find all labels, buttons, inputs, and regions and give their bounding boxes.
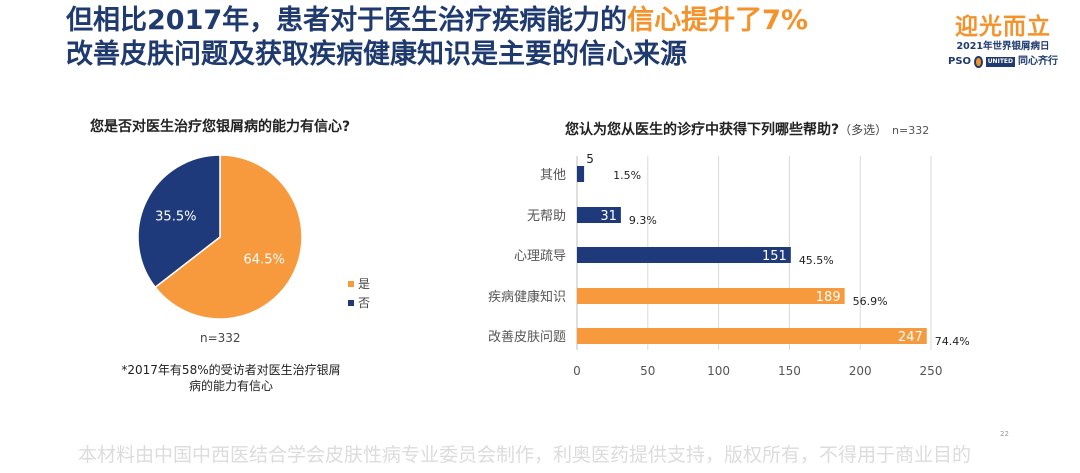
bar-question-text: 您认为您从医生的诊疗中获得下列哪些帮助? (565, 122, 840, 138)
category-label-1: 无帮助 (527, 209, 566, 224)
pie-label-1: 35.5% (155, 209, 196, 224)
legend-item-yes: 是 (348, 275, 370, 292)
value-label-0: 5 (586, 152, 594, 166)
pie-slice-1 (137, 154, 221, 289)
percent-label-1: 9.3% (629, 214, 657, 227)
bar-question: 您认为您从医生的诊疗中获得下列哪些帮助?（多选） n=332 (565, 119, 929, 139)
logo-main-text: 迎光而立 (955, 14, 1051, 40)
category-label-0: 其他 (540, 168, 566, 183)
footer-disclaimer: 本材料由中国中西医结合学会皮肤性病专业委员会制作，利奥医药提供支持，版权所有，不… (78, 444, 972, 466)
x-tick-label-50: 50 (640, 364, 655, 378)
legend-swatch-no (348, 299, 354, 306)
bar-question-paren: （多选） (839, 123, 888, 137)
x-tick-label-200: 200 (849, 364, 872, 378)
logo-slogan: 同心齐行 (1018, 56, 1058, 67)
percent-label-2: 45.5% (799, 254, 834, 267)
percent-label-4: 74.4% (935, 335, 970, 348)
bar-1 (577, 207, 621, 223)
bar-0 (577, 166, 585, 182)
title-prefix: 但相比2017年，患者对于医生治疗疾病能力的 (66, 5, 628, 36)
pie-slice-0 (154, 154, 303, 320)
title-highlight: 信心提升了7% (627, 5, 808, 36)
bar-4 (577, 328, 927, 344)
bar-3 (577, 288, 845, 304)
logo-pso-text: PSO (948, 56, 972, 67)
page-number: 22 (1000, 430, 1009, 438)
legend-label-no: 否 (358, 296, 371, 310)
category-label-4: 改善皮肤问题 (488, 329, 566, 345)
logo-pso-row: PSO UNITED 同心齐行 (948, 54, 1058, 70)
bar-2 (577, 247, 791, 263)
pie-sample-size: n=332 (200, 331, 241, 345)
percent-label-3: 56.9% (853, 295, 888, 308)
category-label-3: 疾病健康知识 (488, 289, 566, 305)
pie-label-0: 64.5% (244, 253, 285, 268)
title-line-2: 改善皮肤问题及获取疾病健康知识是主要的信心来源 (66, 39, 687, 70)
x-tick-label-100: 100 (707, 364, 730, 378)
x-tick-label-250: 250 (920, 364, 943, 378)
value-label-4: 247 (898, 330, 923, 345)
bar-sample-size: n=332 (892, 124, 930, 137)
legend-label-yes: 是 (358, 277, 371, 291)
logo-sub-text: 2021年世界银屑病日 (956, 41, 1050, 52)
legend-swatch-yes (348, 280, 354, 287)
legend-item-no: 否 (348, 294, 370, 311)
pso-logo-icon (974, 56, 983, 68)
value-label-2: 151 (762, 249, 787, 264)
pie-question: 您是否对医生治疗您银屑病的能力有信心? (90, 119, 351, 135)
title-line-1: 但相比2017年，患者对于医生治疗疾病能力的信心提升了7% (66, 4, 808, 38)
category-label-2: 心理疏导 (514, 249, 566, 264)
x-tick-label-0: 0 (573, 364, 581, 378)
value-label-3: 189 (816, 290, 841, 305)
page-title: 但相比2017年，患者对于医生治疗疾病能力的信心提升了7% 改善皮肤问题及获取疾… (66, 4, 808, 72)
percent-label-0: 1.5% (613, 169, 641, 182)
x-tick-label-150: 150 (778, 364, 801, 378)
logo-united-text: UNITED (985, 57, 1015, 67)
pie-footnote: *2017年有58%的受访者对医生治疗银屑病的能力有信心 (121, 363, 341, 393)
event-logo: 迎光而立 2021年世界银屑病日 PSO UNITED 同心齐行 (948, 14, 1058, 70)
value-label-1: 31 (600, 209, 617, 224)
